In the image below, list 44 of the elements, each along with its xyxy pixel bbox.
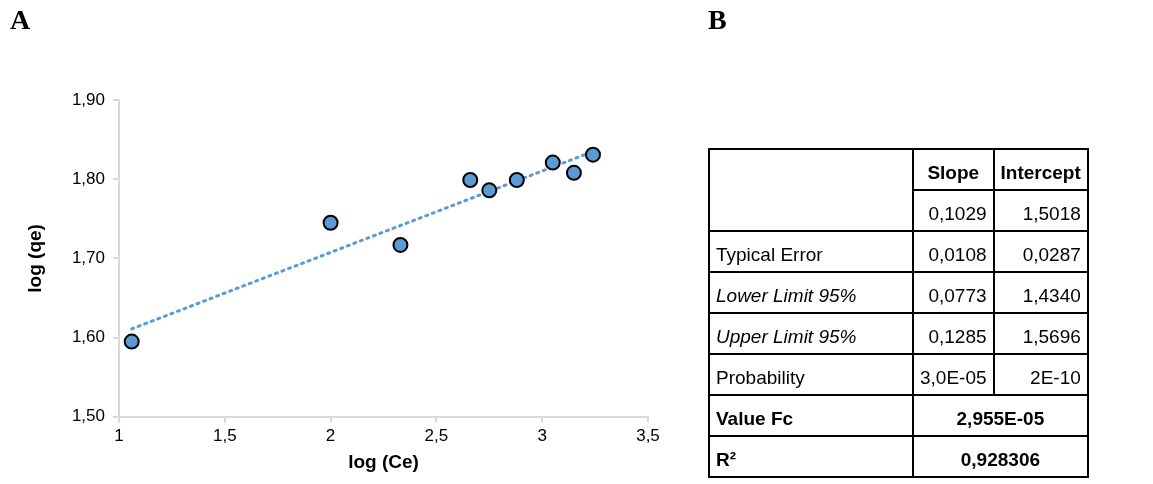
text: Intercept bbox=[993, 149, 1088, 190]
x-tick-label: 1,5 bbox=[212, 425, 237, 445]
chart-title: A bbox=[10, 4, 31, 36]
text: 0,1285 bbox=[913, 313, 994, 354]
point bbox=[462, 171, 479, 188]
text: R² bbox=[709, 436, 913, 477]
text: 0,928306 bbox=[913, 436, 1088, 477]
text: Slope bbox=[913, 149, 994, 190]
x-tick-label: 2,5 bbox=[424, 425, 449, 445]
text: 0,0108 bbox=[913, 231, 994, 272]
point bbox=[544, 154, 561, 171]
text: 2E-10 bbox=[993, 354, 1088, 395]
text: Typical Error bbox=[709, 231, 913, 272]
point bbox=[508, 171, 525, 188]
text: 1,5696 bbox=[993, 313, 1088, 354]
text: 0,0287 bbox=[993, 231, 1088, 272]
point bbox=[123, 333, 140, 350]
text: Lower Limit 95% bbox=[709, 272, 913, 313]
text: 0,0773 bbox=[913, 272, 994, 313]
text: 3,0E-05 bbox=[913, 354, 994, 395]
point bbox=[481, 182, 498, 199]
y-tick-label: 1,50 bbox=[71, 406, 105, 426]
x-tick-label: 3,5 bbox=[636, 425, 660, 445]
point bbox=[565, 164, 582, 181]
x-tick-label: 3 bbox=[537, 425, 547, 445]
y-tick-label: 1,80 bbox=[71, 168, 105, 188]
text: Value Fc bbox=[709, 395, 913, 436]
text: 0,1029 bbox=[913, 190, 994, 231]
y-tick-label: 1,90 bbox=[71, 89, 105, 109]
text: 1,4340 bbox=[993, 272, 1088, 313]
y-tick-label: 1,70 bbox=[71, 248, 105, 268]
text: B bbox=[708, 4, 727, 36]
y-axis-title: log (qe) bbox=[23, 224, 45, 293]
x-tick-label: 2 bbox=[325, 425, 336, 445]
point bbox=[392, 236, 409, 253]
text: 2,955E-05 bbox=[913, 395, 1088, 436]
text: 1,5018 bbox=[993, 190, 1088, 231]
x-axis-title: log (Ce) bbox=[348, 450, 419, 472]
x-tick-label: 1 bbox=[114, 425, 124, 445]
text: Probability bbox=[709, 354, 913, 395]
point bbox=[584, 146, 601, 163]
y-tick-label: 1,60 bbox=[71, 327, 105, 347]
point bbox=[322, 214, 339, 231]
text: Upper Limit 95% bbox=[709, 313, 913, 354]
